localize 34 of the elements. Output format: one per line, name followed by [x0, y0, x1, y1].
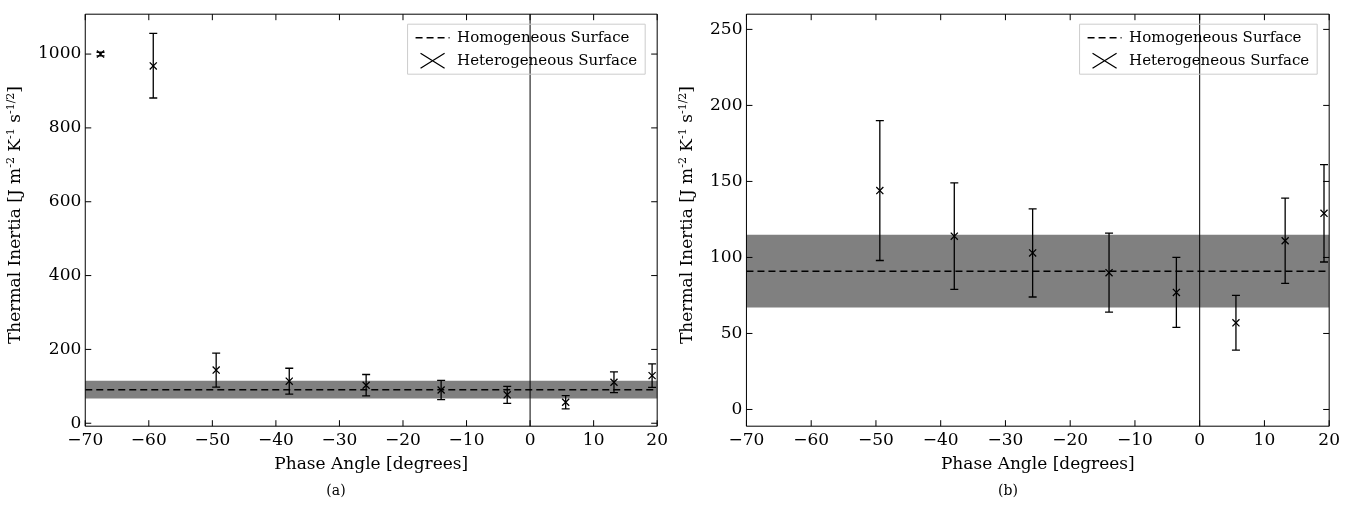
- x-tick-label: −30: [321, 428, 358, 449]
- x-tick-label: −50: [194, 428, 231, 449]
- x-tick-label: −10: [448, 428, 485, 449]
- x-tick-label: −70: [728, 428, 765, 449]
- x-tick-label: −60: [793, 428, 830, 449]
- y-tick-label: 400: [48, 264, 82, 284]
- y-tick-label: 0: [731, 397, 743, 418]
- y-tick-label: 200: [48, 337, 82, 358]
- x-tick-label: −50: [858, 428, 894, 449]
- x-tick-label: 20: [1318, 428, 1340, 449]
- x-tick-label: −40: [257, 428, 294, 449]
- x-axis-title: Phase Angle [degrees]: [940, 453, 1135, 474]
- y-tick-label: 100: [709, 245, 743, 266]
- x-tick-label: −40: [922, 428, 959, 449]
- y-tick-label: 50: [720, 321, 743, 342]
- x-tick-label: 0: [524, 428, 536, 449]
- text: (b): [997, 482, 1019, 498]
- x-tick-label: −10: [1116, 428, 1153, 449]
- y-tick-label: 1000: [38, 42, 82, 63]
- x-tick-label: 10: [1253, 428, 1276, 449]
- y-tick-label: 200: [709, 93, 743, 114]
- text: (a): [325, 482, 347, 498]
- y-tick-label: 250: [709, 17, 743, 38]
- x-tick-label: −20: [385, 428, 421, 449]
- y-tick-label: 600: [48, 190, 82, 211]
- x-tick-label: −20: [1052, 428, 1089, 449]
- x-tick-label: 20: [646, 428, 668, 449]
- x-tick-label: 0: [1194, 428, 1206, 449]
- x-tick-label: −30: [987, 428, 1024, 449]
- y-tick-label: 800: [48, 116, 82, 137]
- x-tick-label: −60: [130, 428, 167, 449]
- y-tick-label: 150: [709, 169, 743, 190]
- x-axis-title: Phase Angle [degrees]: [274, 453, 469, 474]
- x-tick-label: 10: [582, 428, 605, 449]
